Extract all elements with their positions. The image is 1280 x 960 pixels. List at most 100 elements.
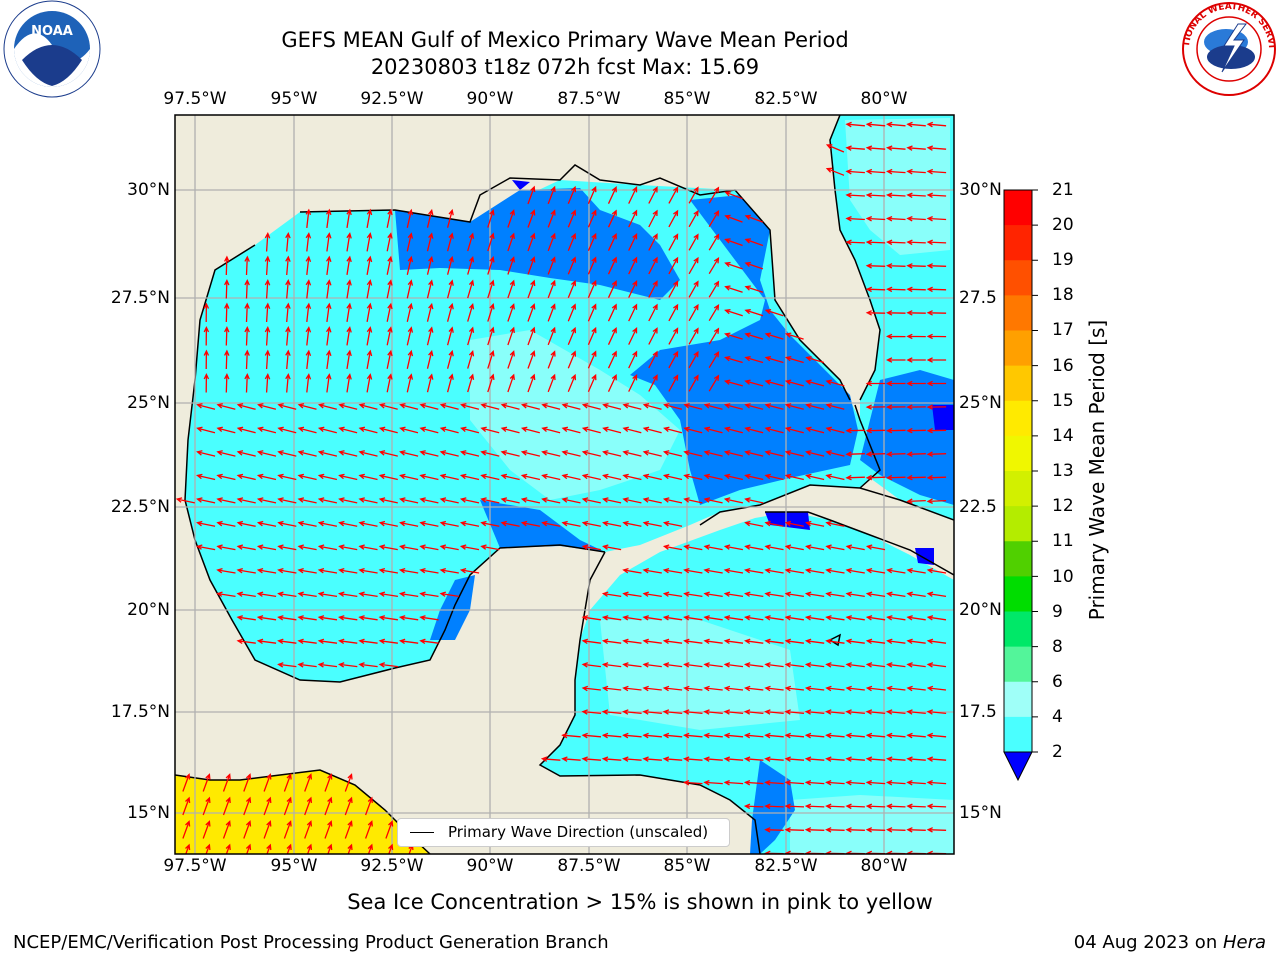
wave-arrow — [744, 403, 764, 410]
wave-arrow — [338, 615, 358, 621]
wave-arrow — [906, 239, 926, 246]
wave-arrow — [419, 638, 439, 645]
wave-arrow — [196, 497, 216, 504]
wave-arrow — [865, 192, 886, 198]
wave-arrow — [926, 638, 947, 645]
wave-arrow — [581, 756, 602, 762]
wave-arrow — [338, 544, 358, 551]
wave-arrow — [426, 373, 434, 393]
colorbar-tick-label: 12 — [1052, 496, 1074, 516]
wave-arrow — [567, 350, 577, 369]
lat-label-left: 30°N — [127, 180, 170, 200]
wave-arrow — [244, 326, 250, 346]
wave-arrow — [642, 615, 662, 621]
wave-arrow — [804, 803, 825, 810]
wave-arrow — [567, 185, 577, 205]
wave-arrow — [784, 827, 805, 833]
wave-arrow — [845, 732, 865, 739]
wave-arrow — [845, 638, 865, 645]
wave-arrow — [601, 709, 622, 715]
colorbar-segment — [1004, 400, 1032, 437]
colorbar-segment — [1004, 471, 1032, 507]
wave-arrow — [601, 615, 622, 621]
wave-arrow — [366, 302, 373, 323]
wave-arrow — [708, 327, 720, 345]
wave-arrow — [257, 403, 277, 410]
wave-arrow — [622, 638, 642, 645]
wave-arrow — [744, 567, 764, 574]
wave-arrow — [825, 403, 845, 410]
wave-arrow — [804, 662, 825, 668]
wave-arrow — [688, 209, 699, 228]
wave-arrow — [825, 450, 845, 457]
wave-arrow — [460, 403, 480, 410]
wave-arrow — [263, 820, 272, 839]
wave-arrow — [708, 233, 720, 251]
wave-arrow — [886, 239, 906, 246]
wave-arrow — [708, 351, 720, 369]
wave-arrow — [236, 615, 256, 621]
wave-arrow — [304, 773, 313, 792]
wave-arrow — [662, 450, 683, 457]
wave-arrow — [642, 685, 662, 692]
wave-arrow — [325, 373, 332, 393]
wave-arrow — [825, 756, 845, 762]
wave-arrow — [805, 520, 825, 527]
wave-arrow — [906, 333, 926, 340]
pacific-ice-region — [175, 770, 430, 854]
wave-arrow — [744, 285, 764, 293]
wave-arrow — [784, 332, 804, 340]
colorbar-segment — [1004, 225, 1032, 261]
wave-arrow — [688, 256, 699, 275]
wave-arrow — [622, 709, 642, 715]
wave-arrow — [865, 615, 886, 621]
colorbar-segment — [1004, 611, 1032, 648]
wave-arrow — [277, 520, 297, 527]
wave-arrow — [926, 591, 947, 598]
wave-arrow — [708, 304, 720, 322]
wave-arrow — [540, 756, 561, 762]
wave-arrow — [906, 427, 926, 434]
wave-arrow — [244, 302, 250, 323]
wave-arrow — [243, 773, 252, 792]
wave-arrow — [926, 215, 947, 222]
wave-arrow — [216, 426, 236, 434]
lat-label-right: 30°N — [959, 180, 1002, 200]
wave-arrow — [182, 796, 191, 816]
wave-arrow — [724, 191, 743, 200]
wave-arrow — [764, 567, 784, 574]
wave-arrow — [386, 208, 393, 228]
wave-arrow — [723, 450, 744, 457]
wave-arrow — [926, 827, 947, 833]
wave-arrow — [325, 208, 332, 228]
colorbar-tick-label: 8 — [1052, 637, 1063, 657]
wave-arrow — [459, 520, 480, 527]
wave-arrow — [648, 186, 658, 204]
colorbar-extend-triangle — [1003, 751, 1033, 782]
wave-arrow — [865, 404, 886, 410]
wave-arrow — [256, 520, 277, 527]
wave-arrow — [607, 303, 617, 322]
wave-arrow — [500, 403, 520, 410]
wave-arrow — [648, 233, 658, 251]
wave-arrow — [865, 732, 886, 739]
wave-arrow — [324, 820, 333, 839]
wave-arrow — [607, 350, 617, 369]
wave-arrow — [358, 662, 378, 668]
map-legend: Primary Wave Direction (unscaled) — [397, 818, 730, 847]
wave-arrow — [338, 567, 358, 574]
wave-arrow — [906, 357, 926, 363]
wave-arrow — [446, 373, 454, 393]
wave-arrow — [297, 403, 317, 410]
wave-arrow — [926, 145, 947, 151]
wave-arrow — [487, 373, 495, 393]
wave-arrow — [358, 544, 378, 551]
wave-arrow — [507, 209, 515, 228]
wave-arrow — [297, 591, 317, 598]
wave-arrow — [480, 403, 500, 410]
wave-arrow — [507, 373, 515, 393]
wave-arrow — [662, 497, 683, 504]
wave-arrow — [317, 497, 338, 504]
wave-arrow — [906, 591, 926, 598]
wave-arrow — [426, 302, 434, 322]
